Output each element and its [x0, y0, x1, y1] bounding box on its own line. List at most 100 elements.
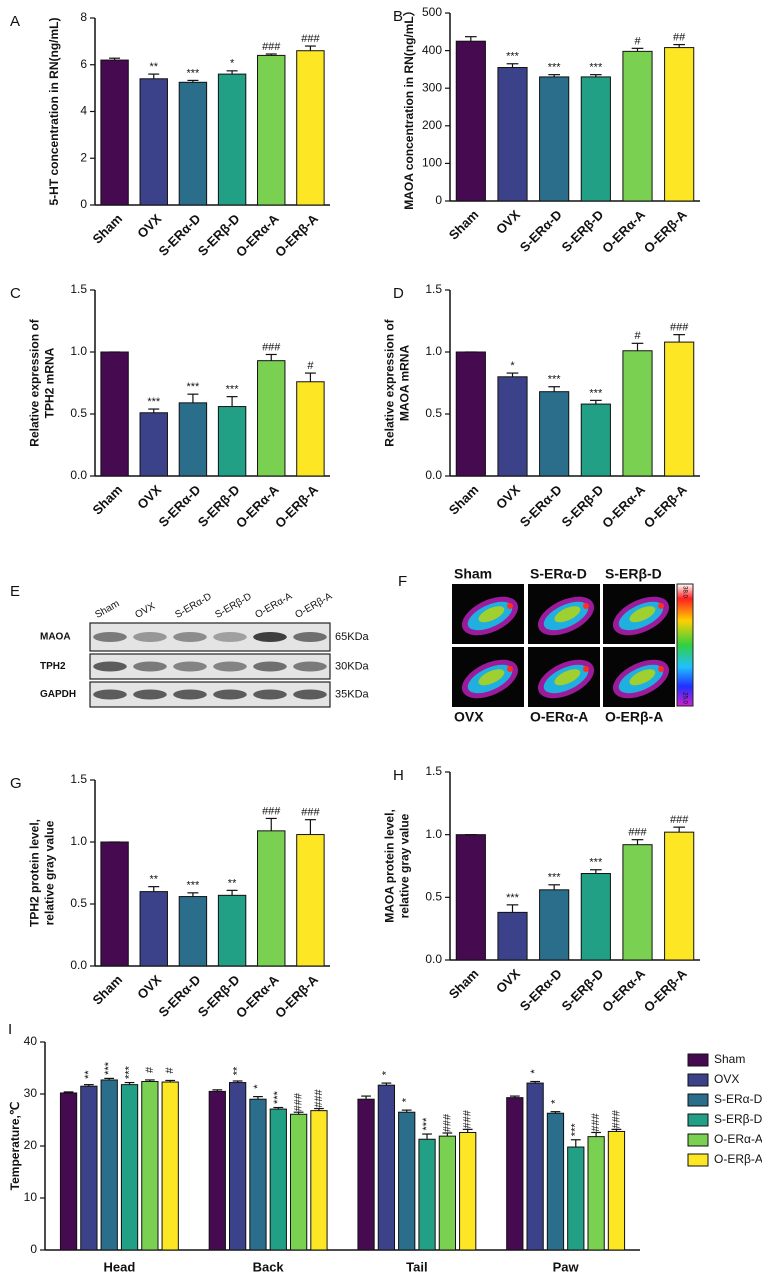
- blot-band: [173, 689, 207, 700]
- x-tick-label: O-ERα-A: [599, 482, 648, 531]
- blot-band: [133, 661, 167, 672]
- y-axis-label: MAOA mRNA: [398, 345, 412, 422]
- scale-max: 38.0: [681, 586, 687, 598]
- x-tick-label: Sham: [89, 482, 125, 518]
- x-tick-label: Sham: [89, 972, 125, 1008]
- y-tick-label: 1.5: [70, 282, 87, 296]
- bar: [141, 1081, 159, 1251]
- significance: ###: [610, 1109, 622, 1128]
- blot-band: [213, 661, 247, 672]
- significance: ###: [670, 814, 689, 826]
- x-tick-label: S-ERα-D: [517, 207, 565, 255]
- significance: ###: [628, 827, 647, 839]
- y-axis-label: Temperature,℃: [8, 1102, 22, 1191]
- x-tick-label: OVX: [493, 966, 523, 996]
- bar: [664, 341, 695, 477]
- y-tick-label: 300: [422, 80, 442, 94]
- bar: [622, 844, 653, 961]
- blot-band: [213, 689, 247, 700]
- error-bar: [232, 1080, 243, 1083]
- x-tick-label: O-ERβ-A: [641, 482, 690, 531]
- significance: *: [401, 1097, 413, 1102]
- y-axis-label: Relative expression of: [383, 318, 397, 446]
- group-label: O-ERα-A: [530, 709, 588, 725]
- heat-core: [478, 606, 505, 623]
- group-label: S-ERα-D: [530, 566, 587, 582]
- y-tick-label: 1.0: [425, 344, 442, 358]
- bar: [100, 59, 129, 206]
- panel-letter: E: [10, 583, 20, 600]
- significance: **: [149, 61, 158, 73]
- y-tick-label: 4: [80, 104, 87, 118]
- error-bar: [212, 1089, 223, 1092]
- x-tick-label: O-ERα-A: [599, 207, 648, 256]
- significance: ***: [589, 387, 603, 399]
- blot-band: [253, 661, 287, 672]
- y-axis-label: MAOA protein level,: [383, 809, 397, 923]
- error-bar: [124, 1081, 135, 1085]
- error-bar: [590, 399, 602, 405]
- significance: ###: [262, 341, 281, 353]
- y-tick-label: 1.0: [425, 827, 442, 841]
- bar: [580, 403, 611, 477]
- significance: #: [144, 1066, 156, 1073]
- heat-spot: [507, 666, 513, 672]
- error-bar: [148, 73, 160, 79]
- heat-spot: [583, 603, 589, 609]
- significance: ###: [301, 33, 320, 45]
- significance: *: [529, 1069, 541, 1074]
- significance: ***: [186, 67, 200, 79]
- error-bar: [265, 353, 277, 361]
- blot-strip: [89, 622, 331, 652]
- heat-core: [629, 669, 656, 686]
- error-bar: [570, 1139, 581, 1148]
- bar: [100, 1079, 118, 1251]
- y-tick-label: 0.0: [70, 958, 87, 972]
- y-tick-label: 100: [422, 156, 442, 170]
- error-bar: [506, 63, 519, 68]
- bar: [139, 412, 168, 477]
- significance: ***: [506, 51, 520, 63]
- x-tick-label: O-ERβ-A: [641, 207, 690, 256]
- error-bar: [631, 47, 644, 52]
- error-bar: [422, 1133, 432, 1140]
- significance: *: [230, 58, 235, 70]
- error-bar: [63, 1091, 74, 1093]
- lane-label: O-ERβ-A: [293, 591, 334, 621]
- x-tick-label: S-ERβ-D: [559, 482, 607, 530]
- legend-label: S-ERβ-D: [714, 1112, 762, 1126]
- significance: ###: [262, 41, 281, 53]
- bar: [59, 1092, 78, 1251]
- color-scale: [676, 583, 694, 707]
- x-tick-label: S-ERα-D: [156, 211, 204, 259]
- bar: [539, 889, 570, 961]
- significance: ***: [123, 1065, 135, 1079]
- significance: ***: [548, 872, 562, 884]
- significance: ***: [548, 62, 562, 74]
- significance: ***: [103, 1061, 115, 1075]
- heat-spot: [658, 666, 664, 672]
- y-tick-label: 2: [80, 150, 87, 164]
- legend-swatch: [687, 1113, 709, 1127]
- error-bar: [506, 372, 519, 377]
- bar: [217, 73, 247, 206]
- error-bar: [611, 1128, 622, 1132]
- bar: [257, 54, 286, 206]
- y-tick-label: 1.5: [70, 772, 87, 786]
- bar: [546, 1112, 565, 1251]
- error-bar: [548, 884, 560, 890]
- blot-band: [133, 632, 167, 642]
- bar: [567, 1146, 585, 1251]
- y-tick-label: 20: [24, 1138, 38, 1152]
- error-bar: [109, 57, 121, 61]
- bar: [398, 1111, 416, 1251]
- x-tick-label: S-ERβ-D: [559, 966, 607, 1014]
- error-bar: [590, 869, 602, 874]
- error-bar: [226, 889, 238, 896]
- error-bar: [631, 839, 644, 845]
- y-tick-label: 0.0: [425, 952, 442, 966]
- bar: [296, 834, 325, 967]
- size-label: 35KDa: [335, 688, 370, 700]
- heat-core: [554, 669, 581, 686]
- error-bar: [509, 1095, 520, 1098]
